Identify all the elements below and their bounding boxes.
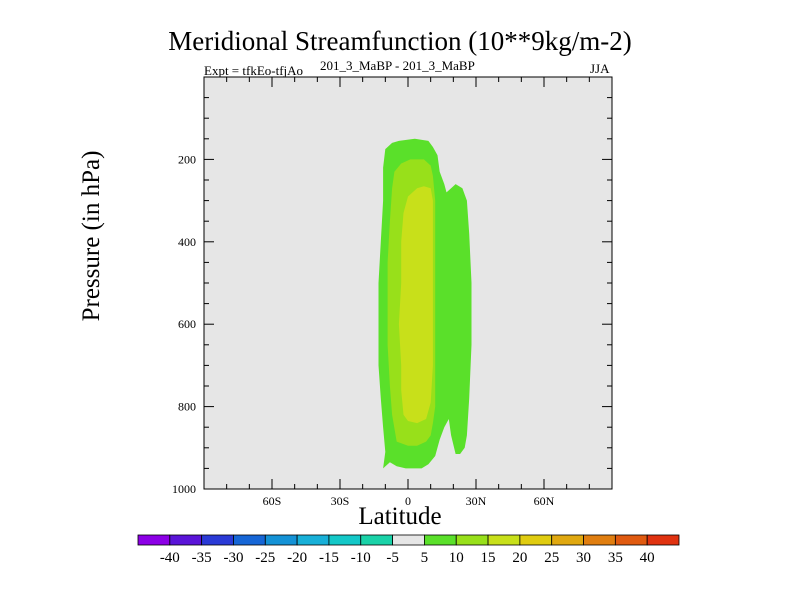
colorbar-swatch	[169, 534, 203, 546]
x-tick-label: 30S	[331, 494, 350, 508]
x-tick-label: 30N	[466, 494, 487, 508]
colorbar-swatch	[487, 534, 521, 546]
colorbar-swatch	[646, 534, 680, 546]
colorbar-swatch	[264, 534, 298, 546]
chart-subtitle: 201_3_MaBP - 201_3_MaBP	[320, 58, 475, 73]
colorbar-label: -20	[287, 550, 307, 566]
colorbar-label: -35	[192, 550, 212, 566]
x-axis-label: Latitude	[358, 503, 442, 530]
y-tick-label: 600	[178, 317, 196, 331]
colorbar-label: -25	[255, 550, 275, 566]
y-tick-label: 400	[178, 235, 196, 249]
colorbar-swatch	[233, 534, 266, 546]
colorbar-swatch	[583, 534, 616, 546]
colorbar-label: 15	[481, 550, 496, 566]
chart-title: Meridional Streamfunction (10**9kg/m-2)	[168, 26, 632, 56]
colorbar-label: -15	[319, 550, 339, 566]
colorbar-label: 30	[576, 550, 591, 566]
colorbar-label: 5	[421, 550, 429, 566]
colorbar-swatch	[137, 534, 171, 546]
x-tick-label: 60N	[534, 494, 555, 508]
colorbar-label: -10	[351, 550, 371, 566]
colorbar-label: 40	[640, 550, 655, 566]
colorbar-label: 20	[512, 550, 527, 566]
colorbar-label: 35	[608, 550, 623, 566]
y-tick-label: 1000	[172, 482, 196, 496]
season-label: JJA	[590, 61, 610, 76]
contour-region-3	[398, 186, 433, 424]
x-tick-label: 60S	[263, 494, 282, 508]
colorbar-swatch	[519, 534, 553, 546]
colorbar-swatch	[360, 534, 393, 546]
colorbar-label: -5	[386, 550, 399, 566]
experiment-label: Expt = tfkEo-tfjAo	[204, 63, 304, 78]
colorbar-swatch	[551, 534, 584, 546]
colorbar-label: -40	[160, 550, 180, 566]
colorbar-swatch	[614, 534, 648, 546]
y-tick-label: 200	[178, 152, 196, 166]
colorbar-swatch	[424, 534, 457, 546]
colorbar-swatch	[296, 534, 330, 546]
colorbar-swatch	[201, 534, 234, 546]
y-tick-label: 800	[178, 400, 196, 414]
colorbar-swatch	[455, 534, 489, 546]
x-tick-label: 0	[405, 494, 411, 508]
colorbar-label: -30	[223, 550, 243, 566]
colorbar-swatch	[328, 534, 362, 546]
colorbar-swatch	[392, 534, 425, 546]
colorbar-label: 25	[544, 550, 559, 566]
colorbar-label: 10	[449, 550, 464, 566]
